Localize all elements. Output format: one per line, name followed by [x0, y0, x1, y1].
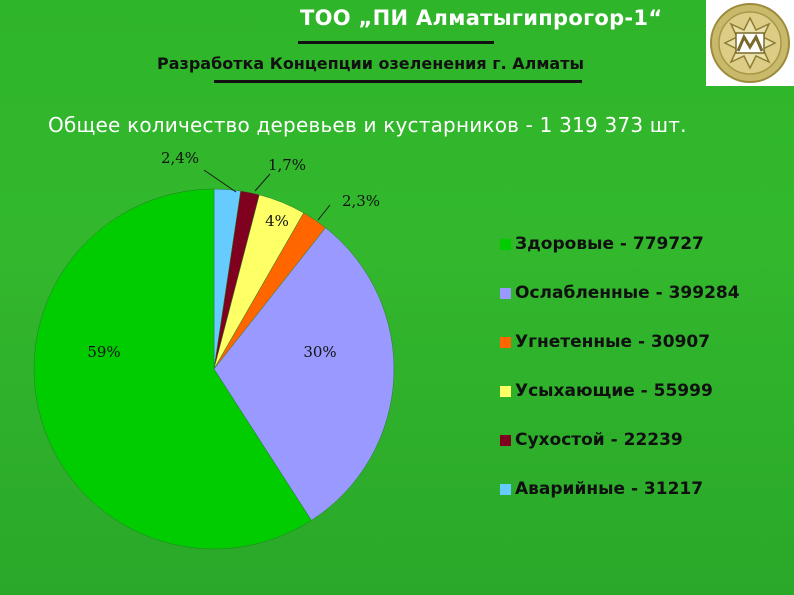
- legend-item: Усыхающие - 55999: [500, 379, 713, 403]
- city-emblem-icon: [710, 3, 790, 83]
- slice-data-label: 4%: [265, 212, 289, 230]
- legend-swatch: [500, 287, 511, 299]
- legend-label: Аварийные - 31217: [515, 479, 704, 499]
- legend-swatch: [500, 385, 511, 397]
- slice-data-label: 59%: [87, 343, 120, 361]
- legend-item: Здоровые - 779727: [500, 232, 704, 256]
- logo: [706, 0, 794, 86]
- legend-swatch: [500, 483, 511, 495]
- slice-data-label: 2,3%: [342, 192, 380, 210]
- legend-label: Угнетенные - 30907: [515, 332, 711, 352]
- legend-label: Усыхающие - 55999: [515, 381, 713, 401]
- pie-slice: [33, 188, 312, 550]
- chart-title: Общее количество деревьев и кустарников …: [48, 113, 687, 137]
- slice-data-label: 30%: [303, 343, 336, 361]
- label-leader-line: [203, 169, 237, 193]
- legend-item: Сухостой - 22239: [500, 428, 683, 452]
- legend-swatch: [500, 336, 511, 348]
- subtitle-underline: [214, 80, 582, 83]
- legend-label: Ослабленные - 399284: [515, 283, 740, 303]
- legend-label: Сухостой - 22239: [515, 430, 683, 450]
- legend-swatch: [500, 434, 511, 446]
- slice-data-label: 2,4%: [161, 149, 199, 167]
- label-leader-line: [317, 204, 331, 221]
- pie-slice: [213, 227, 395, 521]
- legend-label: Здоровые - 779727: [515, 234, 704, 254]
- legend-item: Угнетенные - 30907: [500, 330, 710, 354]
- legend-swatch: [500, 238, 511, 250]
- legend-item: Аварийные - 31217: [500, 477, 703, 501]
- title-underline: [298, 41, 494, 44]
- legend-item: Ослабленные - 399284: [500, 281, 740, 305]
- organization-title: ТОО „ПИ Алматыгипрогор-1“: [300, 6, 663, 30]
- slice-data-label: 1,7%: [268, 156, 306, 174]
- label-leader-line: [254, 173, 271, 192]
- project-subtitle: Разработка Концепции озеленения г. Алмат…: [157, 54, 584, 73]
